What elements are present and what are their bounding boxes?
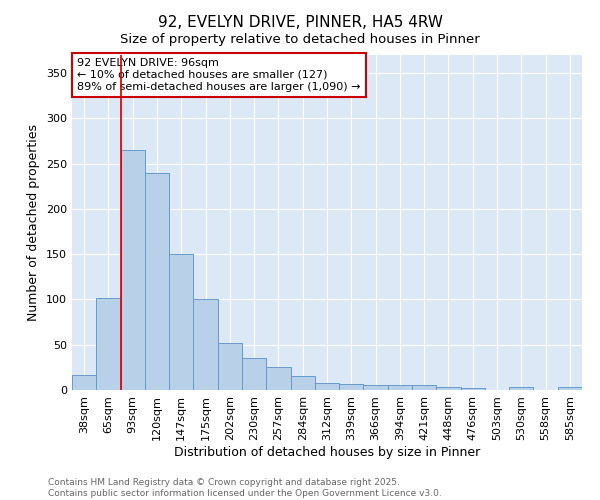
Bar — [96, 298, 121, 390]
Bar — [242, 358, 266, 390]
Text: Contains HM Land Registry data © Crown copyright and database right 2025.
Contai: Contains HM Land Registry data © Crown c… — [48, 478, 442, 498]
Bar — [266, 368, 290, 390]
Bar — [218, 343, 242, 390]
Bar — [436, 388, 461, 390]
Bar — [169, 254, 193, 390]
Bar — [121, 150, 145, 390]
Bar — [388, 386, 412, 390]
Text: 92, EVELYN DRIVE, PINNER, HA5 4RW: 92, EVELYN DRIVE, PINNER, HA5 4RW — [157, 15, 443, 30]
Bar — [558, 388, 582, 390]
Y-axis label: Number of detached properties: Number of detached properties — [28, 124, 40, 321]
Bar — [290, 376, 315, 390]
Bar — [461, 388, 485, 390]
Bar — [145, 172, 169, 390]
X-axis label: Distribution of detached houses by size in Pinner: Distribution of detached houses by size … — [174, 446, 480, 458]
Text: Size of property relative to detached houses in Pinner: Size of property relative to detached ho… — [120, 32, 480, 46]
Bar — [412, 386, 436, 390]
Bar — [315, 383, 339, 390]
Bar — [364, 386, 388, 390]
Bar — [339, 384, 364, 390]
Bar — [509, 388, 533, 390]
Text: 92 EVELYN DRIVE: 96sqm
← 10% of detached houses are smaller (127)
89% of semi-de: 92 EVELYN DRIVE: 96sqm ← 10% of detached… — [77, 58, 361, 92]
Bar — [193, 300, 218, 390]
Bar — [72, 374, 96, 390]
